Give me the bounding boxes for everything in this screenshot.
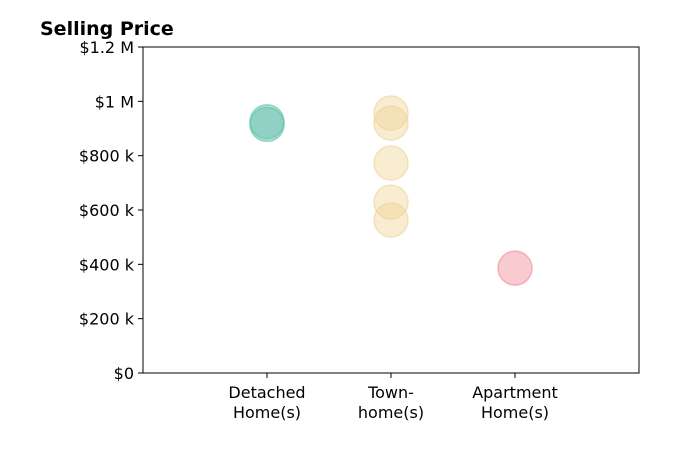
point <box>497 250 533 286</box>
point <box>249 106 285 143</box>
x-tick-label: Town-home(s) <box>358 383 424 422</box>
y-tick-label: $0 <box>114 364 134 383</box>
x-tick-label-line: home(s) <box>358 403 424 422</box>
point <box>373 95 409 131</box>
x-tick-label: Detached Home(s) <box>228 383 305 422</box>
x-tick-label-line: Home(s) <box>481 403 549 422</box>
point <box>373 184 409 220</box>
y-tick-label: $400 k <box>79 255 135 274</box>
y-tick-label: $1 M <box>95 92 134 111</box>
y-tick-label: $200 k <box>79 310 135 329</box>
y-tick-label: $600 k <box>79 201 135 220</box>
x-tick-label-line: Apartment <box>472 383 558 402</box>
point <box>373 145 409 181</box>
point <box>373 202 409 238</box>
x-tick-label-line: Town- <box>367 383 414 402</box>
x-tick-label-line: Home(s) <box>233 403 301 422</box>
chart-title: Selling Price <box>40 18 174 40</box>
point <box>373 105 409 141</box>
x-tick-label: Apartment Home(s) <box>472 383 558 422</box>
x-tick-label-line: Detached <box>228 383 305 402</box>
y-tick-label: $800 k <box>79 147 135 166</box>
y-tick-label: $1.2 M <box>79 38 134 57</box>
